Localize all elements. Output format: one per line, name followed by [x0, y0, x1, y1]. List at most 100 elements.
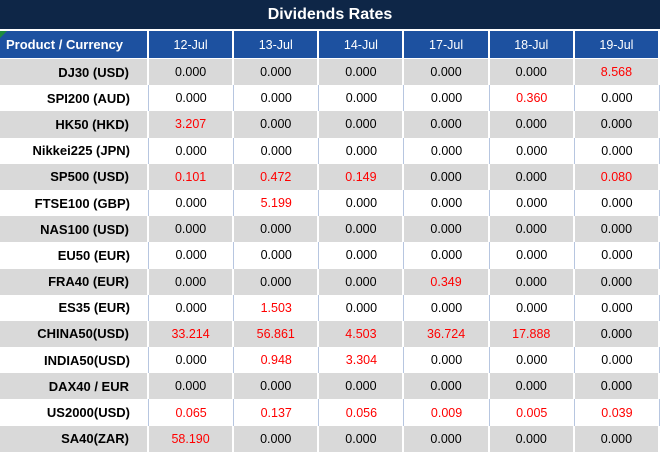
value-cell: 0.360 — [489, 85, 575, 112]
product-cell: FTSE100 (GBP) — [0, 189, 149, 217]
value-cell: 0.948 — [234, 347, 320, 374]
column-header-date-14-Jul: 14-Jul — [319, 31, 405, 59]
value-cell: 1.503 — [234, 294, 320, 321]
product-cell: DJ30 (USD) — [0, 59, 149, 86]
value-cell: 0.000 — [574, 111, 660, 138]
value-cell: 0.000 — [149, 189, 235, 217]
value-cell: 36.724 — [404, 320, 490, 348]
column-header-date-13-Jul: 13-Jul — [234, 31, 320, 59]
value-cell: 0.000 — [149, 85, 235, 112]
product-cell: NAS100 (USD) — [0, 216, 149, 243]
value-cell: 0.000 — [489, 242, 575, 269]
value-cell: 0.000 — [489, 163, 575, 190]
value-cell: 0.000 — [574, 216, 660, 243]
value-cell: 0.000 — [319, 425, 405, 452]
value-cell: 0.000 — [574, 137, 660, 164]
dividends-table: Product / Currency 12-Jul 13-Jul 14-Jul 17-J… — [0, 31, 660, 452]
product-cell: ES35 (EUR) — [0, 294, 149, 321]
value-cell: 0.000 — [489, 189, 575, 217]
value-cell: 0.000 — [234, 85, 320, 112]
value-cell: 0.080 — [574, 163, 660, 190]
value-cell: 0.000 — [319, 111, 405, 138]
value-cell: 0.000 — [489, 373, 575, 400]
value-cell: 0.000 — [574, 347, 660, 374]
value-cell: 0.000 — [234, 216, 320, 243]
value-cell: 0.000 — [319, 242, 405, 269]
value-cell: 0.009 — [404, 399, 490, 426]
value-cell: 0.000 — [574, 320, 660, 348]
product-cell: Nikkei225 (JPN) — [0, 137, 149, 164]
value-cell: 0.472 — [234, 163, 320, 190]
value-cell: 0.000 — [149, 242, 235, 269]
product-cell: FRA40 (EUR) — [0, 268, 149, 295]
value-cell: 0.000 — [489, 216, 575, 243]
value-cell: 0.000 — [234, 425, 320, 452]
value-cell: 0.000 — [319, 189, 405, 217]
value-cell: 0.000 — [149, 59, 235, 86]
column-header-date-18-Jul: 18-Jul — [489, 31, 575, 59]
value-cell: 17.888 — [489, 320, 575, 348]
value-cell: 8.568 — [574, 59, 660, 86]
value-cell: 0.101 — [149, 163, 235, 190]
value-cell: 56.861 — [234, 320, 320, 348]
value-cell: 0.065 — [149, 399, 235, 426]
title-bar: Dividends Rates — [0, 0, 660, 31]
value-cell: 0.349 — [404, 268, 490, 295]
value-cell: 0.000 — [489, 268, 575, 295]
product-cell: SA40(ZAR) — [0, 425, 149, 452]
value-cell: 0.056 — [319, 399, 405, 426]
product-cell: US2000(USD) — [0, 399, 149, 426]
value-cell: 0.149 — [319, 163, 405, 190]
value-cell: 0.000 — [489, 294, 575, 321]
value-cell: 0.000 — [489, 111, 575, 138]
column-header-date-17-Jul: 17-Jul — [404, 31, 490, 59]
value-cell: 0.000 — [574, 425, 660, 452]
value-cell: 0.000 — [149, 137, 235, 164]
value-cell: 0.000 — [319, 137, 405, 164]
value-cell: 0.005 — [489, 399, 575, 426]
product-cell: HK50 (HKD) — [0, 111, 149, 138]
value-cell: 0.000 — [319, 59, 405, 86]
value-cell: 0.000 — [234, 242, 320, 269]
value-cell: 0.000 — [234, 137, 320, 164]
column-header-product: Product / Currency — [0, 31, 149, 59]
value-cell: 0.000 — [404, 85, 490, 112]
product-cell: SP500 (USD) — [0, 163, 149, 190]
value-cell: 0.137 — [234, 399, 320, 426]
value-cell: 0.000 — [149, 373, 235, 400]
product-cell: SPI200 (AUD) — [0, 85, 149, 112]
value-cell: 0.000 — [404, 373, 490, 400]
value-cell: 0.000 — [574, 268, 660, 295]
value-cell: 0.000 — [489, 425, 575, 452]
product-cell: INDIA50(USD) — [0, 347, 149, 374]
value-cell: 0.000 — [149, 294, 235, 321]
value-cell: 0.000 — [234, 111, 320, 138]
value-cell: 0.000 — [489, 137, 575, 164]
value-cell: 4.503 — [319, 320, 405, 348]
value-cell: 0.000 — [319, 373, 405, 400]
value-cell: 0.000 — [404, 163, 490, 190]
value-cell: 0.000 — [319, 85, 405, 112]
value-cell: 0.000 — [234, 373, 320, 400]
value-cell: 0.000 — [404, 137, 490, 164]
value-cell: 0.000 — [319, 216, 405, 243]
corner-marker-icon — [0, 31, 7, 38]
value-cell: 0.000 — [319, 294, 405, 321]
value-cell: 0.000 — [404, 189, 490, 217]
product-cell: DAX40 / EUR — [0, 373, 149, 400]
value-cell: 0.000 — [489, 59, 575, 86]
value-cell: 0.000 — [404, 111, 490, 138]
product-cell: CHINA50(USD) — [0, 320, 149, 348]
value-cell: 0.000 — [149, 216, 235, 243]
page-title: Dividends Rates — [267, 5, 393, 23]
value-cell: 0.000 — [404, 242, 490, 269]
value-cell: 0.000 — [574, 294, 660, 321]
value-cell: 0.000 — [234, 268, 320, 295]
value-cell: 0.000 — [574, 373, 660, 400]
value-cell: 3.207 — [149, 111, 235, 138]
value-cell: 5.199 — [234, 189, 320, 217]
value-cell: 3.304 — [319, 347, 405, 374]
product-cell: EU50 (EUR) — [0, 242, 149, 269]
value-cell: 0.000 — [574, 189, 660, 217]
